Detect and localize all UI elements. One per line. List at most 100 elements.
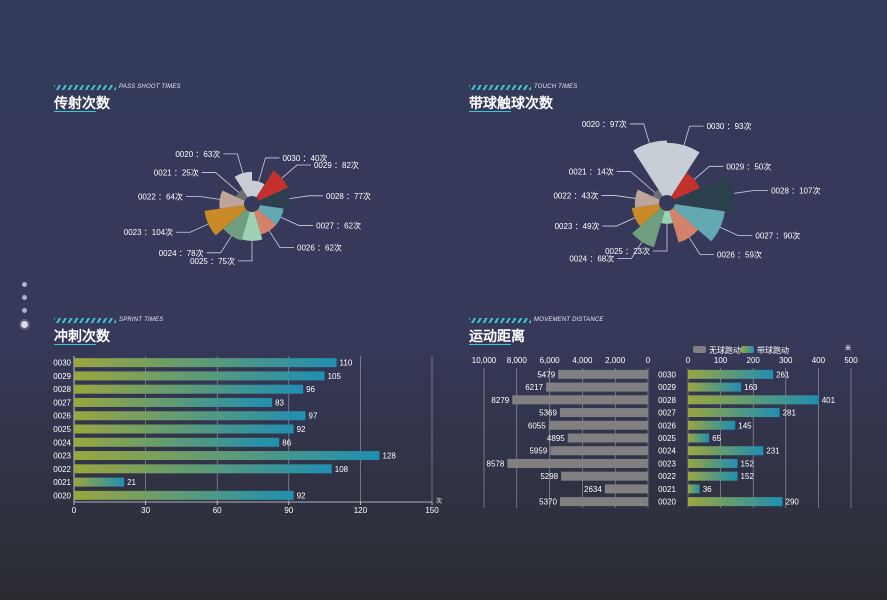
bar-value-label: 8279 — [491, 396, 509, 405]
x-tick-label: 100 — [714, 356, 728, 365]
panel-subtitle: PASS SHOOT TIMES — [119, 84, 181, 90]
y-tick-label: 0021 — [53, 478, 71, 487]
rose-label: 0024 ：68次 — [569, 254, 614, 264]
page-dot[interactable] — [21, 282, 27, 287]
rose-leader-line — [683, 125, 704, 146]
x-tick-label: 6,000 — [540, 356, 561, 365]
bar — [688, 395, 819, 405]
rose-leader-line — [720, 226, 753, 236]
x-tick-label: 120 — [354, 506, 368, 515]
rose-label: 0022 ：43次 — [553, 191, 598, 201]
y-tick-label: 0026 — [53, 412, 71, 421]
bar-value-label: 152 — [741, 459, 755, 468]
y-tick-label: 0030 — [53, 359, 71, 368]
rose-label: 0028 ：77次 — [326, 191, 371, 201]
rose-leader-line — [653, 223, 668, 252]
bar-value-label: 401 — [822, 396, 836, 405]
y-tick-label: 0027 — [53, 398, 71, 407]
panel-title: 带球触球次数 — [469, 95, 553, 111]
bar — [688, 382, 742, 392]
y-tick-label: 0023 — [658, 459, 676, 468]
title-underline — [469, 111, 511, 112]
rose-leader-line — [268, 230, 295, 249]
bar — [546, 382, 648, 392]
rose-leader-line — [289, 195, 324, 200]
y-tick-label: 0022 — [658, 472, 676, 481]
bar-value-label: 281 — [783, 409, 797, 418]
legend-label: 无球跑动 — [709, 345, 741, 355]
rose-leader-line — [185, 196, 220, 200]
rose-label: 0028 ：107次 — [771, 185, 820, 195]
bar-value-label: 4895 — [547, 434, 565, 443]
unit-label: 米 — [845, 344, 851, 352]
bar — [604, 484, 648, 494]
bar-value-label: 97 — [309, 412, 318, 421]
rose-slice — [674, 174, 735, 213]
bar-value-label: 5298 — [540, 472, 558, 481]
y-tick-label: 0025 — [658, 434, 676, 443]
bar-value-label: 36 — [703, 485, 712, 494]
y-tick-label: 0030 — [658, 370, 676, 379]
rose-leader-line — [258, 157, 280, 182]
bar — [507, 458, 648, 468]
x-unit-label: 次 — [436, 497, 442, 505]
y-tick-label: 0023 — [53, 452, 71, 461]
page-dot[interactable] — [21, 308, 27, 313]
x-tick-label: 90 — [284, 506, 293, 515]
bar-value-label: 6217 — [525, 383, 543, 392]
rose-label: 0023 ：104次 — [124, 227, 173, 237]
bar-value-label: 261 — [776, 370, 790, 379]
bar-value-label: 5959 — [529, 447, 547, 456]
rose-slice — [256, 170, 288, 201]
panel-title: 运动距离 — [469, 328, 525, 344]
bar — [688, 420, 736, 430]
bar-value-label: 96 — [306, 385, 315, 394]
panel-title: 冲刺次数 — [54, 328, 110, 344]
y-tick-label: 0020 — [53, 491, 71, 500]
rose-slice — [252, 180, 265, 198]
bar — [550, 446, 648, 456]
y-tick-label: 0025 — [53, 425, 71, 434]
rose-label: 0029 ：50次 — [726, 161, 771, 171]
rose-slice — [669, 208, 699, 243]
x-tick-label: 8,000 — [507, 356, 528, 365]
stripes-decoration — [469, 318, 531, 323]
bar-value-label: 108 — [335, 465, 349, 474]
bar — [74, 490, 294, 500]
rose-leader-line — [734, 190, 769, 194]
page-dot[interactable] — [21, 295, 27, 300]
rose-leader-line — [281, 164, 311, 179]
y-tick-label: 0021 — [658, 485, 676, 494]
bar — [688, 497, 783, 507]
bar — [567, 433, 648, 443]
bar-value-label: 128 — [382, 452, 396, 461]
panel-subtitle: TOUCH TIMES — [534, 84, 578, 90]
x-tick-label: 400 — [812, 356, 826, 365]
bar — [688, 446, 764, 456]
rose-leader-line — [201, 172, 239, 193]
rose-label: 0029 ：82次 — [314, 160, 359, 170]
bar — [688, 408, 780, 418]
page-dot-active[interactable] — [20, 321, 28, 328]
bar — [74, 424, 294, 434]
rose-leader-line — [238, 240, 253, 262]
y-tick-label: 0024 — [53, 438, 71, 447]
rose-leader-line — [223, 153, 244, 174]
rose-slice — [631, 204, 661, 227]
bar — [512, 395, 648, 405]
bar-value-label: 86 — [282, 438, 291, 447]
bar-value-label: 6055 — [528, 421, 546, 430]
bar — [559, 408, 648, 418]
rose-slice — [235, 189, 248, 201]
title-underline — [54, 344, 96, 345]
title-underline — [54, 111, 96, 112]
rose-slice — [234, 171, 252, 198]
panel-subtitle: MOVEMENT DISTANCE — [534, 317, 604, 323]
rose-label: 0027 ：62次 — [316, 221, 361, 231]
rose-leader-line — [688, 237, 715, 255]
stripes-decoration — [54, 318, 116, 323]
rose-slice — [223, 209, 250, 241]
bar — [688, 484, 700, 494]
rose-label: 0030 ：40次 — [283, 153, 328, 163]
bar-value-label: 92 — [297, 425, 306, 434]
